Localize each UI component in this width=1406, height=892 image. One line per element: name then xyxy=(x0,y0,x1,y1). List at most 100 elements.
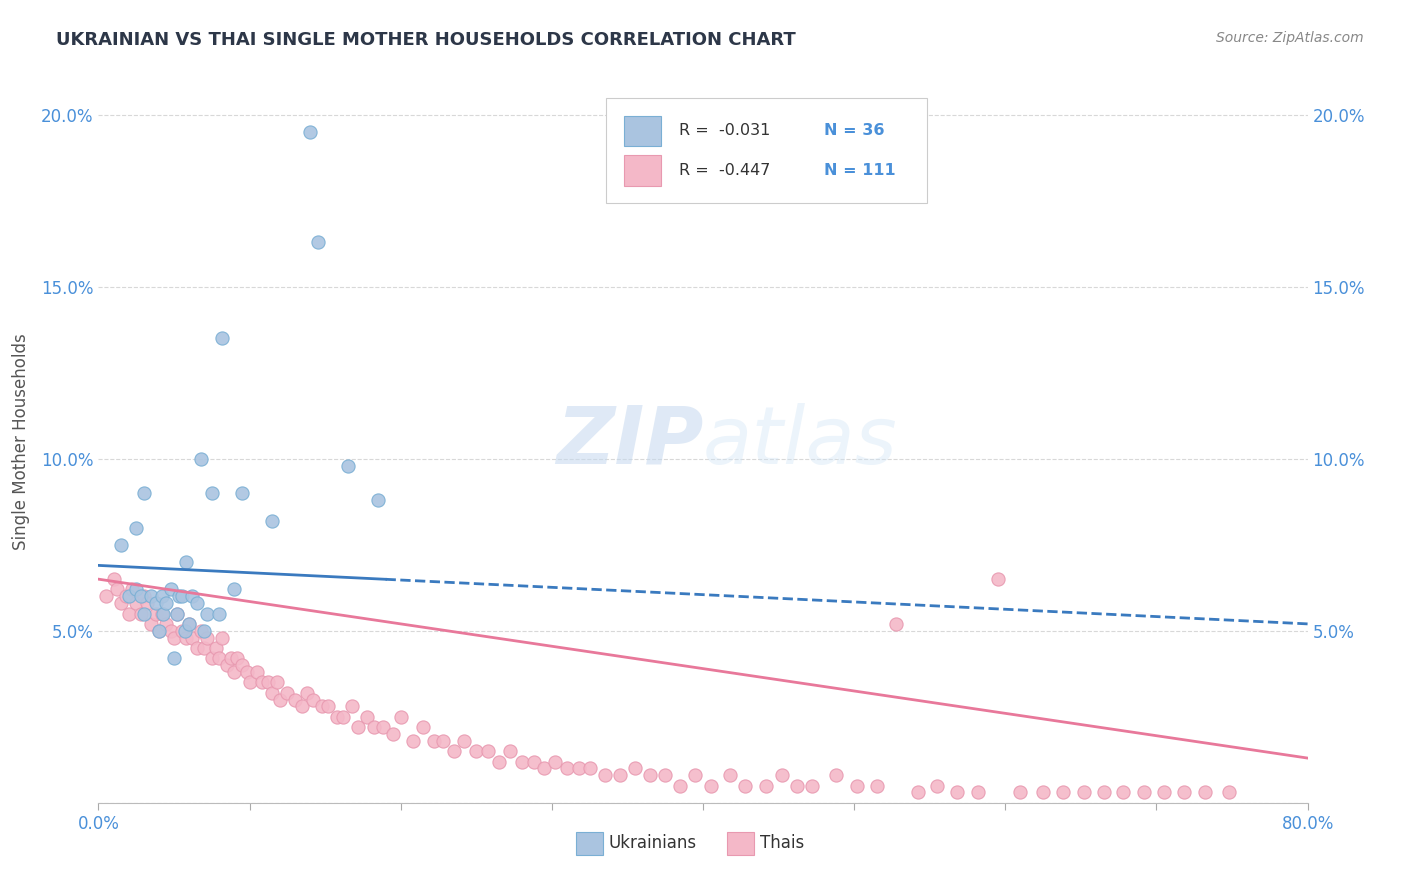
Point xyxy=(125,520,148,534)
Point xyxy=(250,675,273,690)
Point xyxy=(432,734,454,748)
Point xyxy=(669,779,692,793)
Point xyxy=(155,596,177,610)
Point xyxy=(654,768,676,782)
Point xyxy=(181,631,204,645)
Point xyxy=(163,631,186,645)
Point xyxy=(167,590,190,604)
FancyBboxPatch shape xyxy=(576,831,603,855)
Point xyxy=(1112,785,1135,799)
Point xyxy=(193,624,215,638)
Point xyxy=(179,616,201,631)
Point xyxy=(181,590,204,604)
Point xyxy=(141,616,163,631)
Point xyxy=(262,514,284,528)
Point xyxy=(342,699,364,714)
Point xyxy=(786,779,808,793)
Text: N = 36: N = 36 xyxy=(824,123,884,138)
Point xyxy=(173,624,195,638)
Point xyxy=(299,125,322,139)
Point xyxy=(638,768,661,782)
Point xyxy=(170,590,193,604)
FancyBboxPatch shape xyxy=(727,831,754,855)
Text: Ukrainians: Ukrainians xyxy=(609,833,697,852)
Point xyxy=(163,651,186,665)
Point xyxy=(907,785,929,799)
Text: UKRAINIAN VS THAI SINGLE MOTHER HOUSEHOLDS CORRELATION CHART: UKRAINIAN VS THAI SINGLE MOTHER HOUSEHOL… xyxy=(56,31,796,49)
Point xyxy=(221,651,243,665)
Point xyxy=(609,768,631,782)
Text: Source: ZipAtlas.com: Source: ZipAtlas.com xyxy=(1216,31,1364,45)
Point xyxy=(443,744,465,758)
Point xyxy=(1194,785,1216,799)
Point xyxy=(453,734,475,748)
Point xyxy=(160,624,183,638)
Point xyxy=(114,590,136,604)
Point xyxy=(110,538,132,552)
Point xyxy=(578,761,600,775)
FancyBboxPatch shape xyxy=(606,98,927,203)
Point xyxy=(132,590,155,604)
Point xyxy=(201,486,224,500)
Point xyxy=(1173,785,1195,799)
Point xyxy=(150,607,173,621)
Point xyxy=(224,582,246,597)
Point xyxy=(332,710,354,724)
Point xyxy=(246,665,269,679)
Point xyxy=(568,761,591,775)
Point xyxy=(389,710,412,724)
Point xyxy=(866,779,889,793)
Point xyxy=(231,486,253,500)
Point xyxy=(1133,785,1156,799)
Text: R =  -0.447: R = -0.447 xyxy=(679,163,770,178)
Point xyxy=(226,651,249,665)
Point xyxy=(224,665,246,679)
Point xyxy=(734,779,756,793)
Point xyxy=(148,624,170,638)
Point xyxy=(208,651,231,665)
Point xyxy=(103,572,125,586)
Point xyxy=(148,624,170,638)
Point xyxy=(336,458,359,473)
Point xyxy=(927,779,949,793)
Point xyxy=(201,651,224,665)
Text: R =  -0.031: R = -0.031 xyxy=(679,123,770,138)
Point xyxy=(160,582,183,597)
Point xyxy=(211,631,233,645)
Point xyxy=(269,692,291,706)
Point xyxy=(523,755,546,769)
Point xyxy=(125,582,148,597)
Point xyxy=(152,607,174,621)
Point xyxy=(477,744,499,758)
Point xyxy=(94,590,117,604)
Point xyxy=(356,710,378,724)
Text: ZIP: ZIP xyxy=(555,402,703,481)
Point xyxy=(276,686,298,700)
Point xyxy=(755,779,778,793)
Point xyxy=(231,658,253,673)
Point xyxy=(135,596,157,610)
Point xyxy=(174,555,197,569)
Point xyxy=(946,785,969,799)
Point xyxy=(347,720,370,734)
Point xyxy=(132,607,155,621)
Point xyxy=(179,616,201,631)
Point xyxy=(190,624,212,638)
Point xyxy=(132,486,155,500)
Text: atlas: atlas xyxy=(703,402,898,481)
Point xyxy=(307,235,329,249)
FancyBboxPatch shape xyxy=(624,116,661,146)
Point xyxy=(510,755,533,769)
Point xyxy=(1010,785,1032,799)
Point xyxy=(211,331,233,345)
Point xyxy=(235,665,257,679)
Point xyxy=(266,675,288,690)
Point xyxy=(262,686,284,700)
FancyBboxPatch shape xyxy=(624,155,661,186)
Point xyxy=(195,631,218,645)
Point xyxy=(1052,785,1074,799)
Point xyxy=(382,727,405,741)
Point xyxy=(371,720,394,734)
Point xyxy=(402,734,425,748)
Point xyxy=(239,675,262,690)
